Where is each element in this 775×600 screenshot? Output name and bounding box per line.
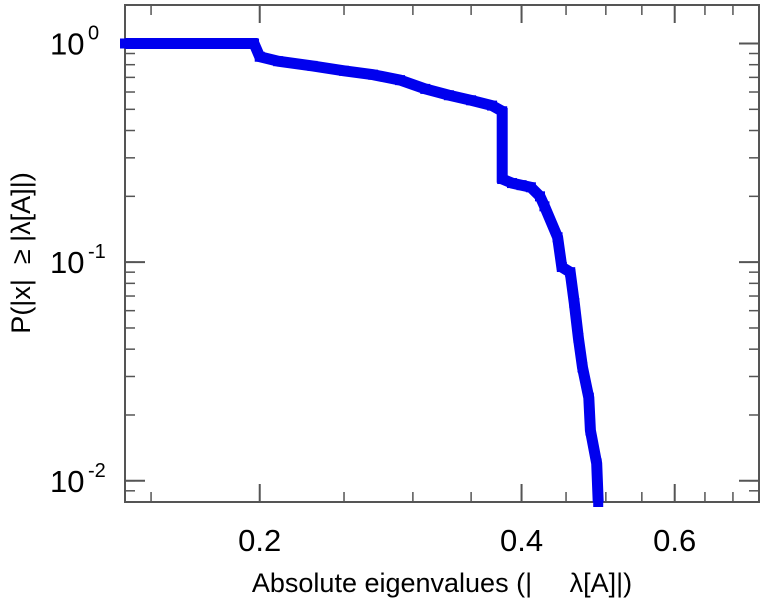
series-point <box>506 178 517 189</box>
y-tick-base: 10 <box>50 464 84 499</box>
series-point <box>577 362 588 373</box>
series-point <box>249 38 260 49</box>
series-point <box>534 191 545 202</box>
x-tick-labels: 0.2 0.4 0.6 <box>238 523 696 558</box>
major-ticks <box>125 5 759 502</box>
series-point <box>525 182 536 193</box>
y-axis-label: P(|x| ≥ |λ[A]|) <box>6 172 36 333</box>
y-tick-base: 10 <box>50 245 84 280</box>
series-point <box>552 232 563 243</box>
series-point <box>487 100 498 111</box>
y-tick-exponent: -1 <box>88 241 106 263</box>
series-point <box>591 458 602 469</box>
series-point <box>583 392 594 403</box>
y-tick-exponent: -2 <box>88 460 106 482</box>
series-point <box>565 267 576 278</box>
series-point <box>539 201 550 212</box>
series-point <box>497 106 508 117</box>
series-point <box>516 180 527 191</box>
x-tick-label: 0.2 <box>238 523 281 558</box>
series-points <box>120 38 604 507</box>
series-point <box>585 425 596 436</box>
series-point <box>395 75 406 86</box>
series-point <box>368 69 379 80</box>
x-tick-label: 0.4 <box>500 523 543 558</box>
plot-frame <box>124 4 760 503</box>
series-point <box>556 262 567 273</box>
series-point <box>254 51 265 62</box>
series-point <box>420 83 431 94</box>
y-tick-base: 10 <box>50 27 84 62</box>
y-tick-label: 10 0 <box>50 23 99 62</box>
series-point <box>443 90 454 101</box>
series-point <box>593 497 604 507</box>
series-point <box>497 174 508 185</box>
x-tick-label: 0.6 <box>653 523 696 558</box>
series-point <box>466 95 477 106</box>
series-point <box>573 332 584 343</box>
minor-ticks <box>125 5 760 503</box>
y-tick-label: 10 -2 <box>50 460 106 499</box>
series-point <box>120 38 130 49</box>
series-point <box>307 60 318 71</box>
x-axis-label: Absolute eigenvalues (| λ[A]|) <box>252 568 632 598</box>
series-point <box>569 298 580 309</box>
series-point <box>273 56 284 67</box>
y-tick-exponent: 0 <box>88 23 99 45</box>
series-line <box>125 38 604 503</box>
y-tick-label: 10 -1 <box>50 241 106 280</box>
series-point <box>339 65 350 76</box>
